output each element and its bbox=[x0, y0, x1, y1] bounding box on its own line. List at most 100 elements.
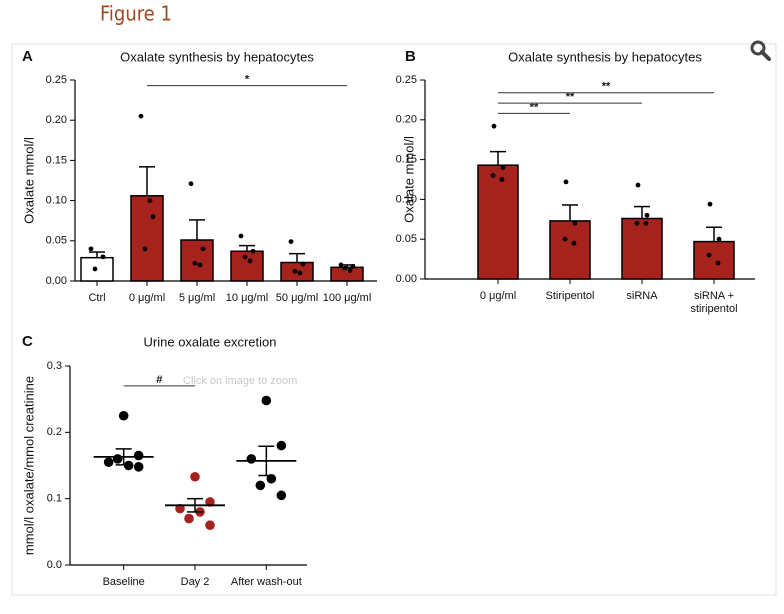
data-point bbox=[103, 457, 114, 467]
data-point bbox=[491, 123, 497, 129]
data-point bbox=[138, 113, 144, 119]
data-point bbox=[92, 266, 98, 272]
bar bbox=[621, 217, 663, 280]
data-point bbox=[276, 440, 287, 451]
data-point bbox=[261, 395, 272, 406]
data-point bbox=[571, 240, 577, 246]
data-point bbox=[643, 220, 649, 226]
data-point bbox=[572, 220, 578, 226]
data-point bbox=[142, 246, 148, 252]
data-point bbox=[716, 236, 722, 242]
y-tick-label: 0.05 bbox=[46, 235, 67, 247]
x-tick-label: Baseline bbox=[103, 576, 145, 588]
x-tick-label: 50 μg/ml bbox=[276, 292, 318, 304]
y-tick-label: 0.15 bbox=[396, 154, 417, 166]
data-point bbox=[490, 173, 496, 178]
y-tick-label: 0.0 bbox=[47, 559, 62, 571]
significance-label: ** bbox=[530, 101, 539, 113]
data-point bbox=[118, 410, 129, 421]
y-axis-label: Oxalate mmol/l bbox=[401, 136, 416, 223]
bar bbox=[130, 195, 164, 282]
data-point bbox=[715, 260, 721, 266]
y-tick-label: 0.10 bbox=[46, 195, 67, 207]
data-point bbox=[205, 520, 215, 530]
panel-letter: C bbox=[22, 333, 33, 350]
data-point bbox=[205, 497, 215, 507]
data-point bbox=[175, 503, 185, 514]
data-point bbox=[297, 270, 303, 276]
data-point bbox=[266, 473, 277, 484]
data-point bbox=[276, 490, 287, 501]
data-point bbox=[255, 480, 266, 491]
data-point bbox=[238, 233, 244, 239]
y-tick-label: 0.3 bbox=[47, 360, 62, 372]
zoom-icon[interactable] bbox=[750, 40, 771, 61]
y-tick-label: 0.25 bbox=[46, 74, 67, 86]
data-point bbox=[197, 262, 203, 268]
data-point bbox=[292, 268, 298, 274]
x-tick-label: 5 μg/ml bbox=[179, 292, 215, 304]
data-point bbox=[635, 182, 641, 188]
x-tick-label: Ctrl bbox=[88, 292, 105, 304]
y-tick-label: 0.15 bbox=[46, 154, 67, 166]
y-tick-label: 0.00 bbox=[396, 273, 417, 285]
figure-title: Figure 1 bbox=[100, 2, 172, 26]
data-point bbox=[247, 258, 253, 264]
x-tick-label: siRNA + stiripentol bbox=[690, 290, 737, 315]
data-point bbox=[200, 246, 206, 252]
y-tick-label: 0.2 bbox=[47, 426, 62, 438]
y-tick-label: 0.20 bbox=[46, 114, 67, 126]
x-tick-label: 10 μg/ml bbox=[226, 292, 268, 304]
data-point bbox=[184, 513, 194, 524]
bar bbox=[180, 239, 214, 282]
data-point bbox=[250, 248, 256, 254]
data-point bbox=[192, 260, 198, 266]
significance-label: ** bbox=[566, 91, 575, 103]
data-point bbox=[133, 450, 144, 461]
data-point bbox=[499, 177, 505, 182]
data-point bbox=[342, 265, 348, 271]
bar bbox=[477, 164, 519, 280]
data-point bbox=[242, 254, 248, 260]
data-point bbox=[246, 454, 257, 464]
chart-title: Urine oxalate excretion bbox=[144, 334, 277, 349]
data-point bbox=[350, 264, 356, 269]
data-point bbox=[563, 179, 569, 185]
data-point bbox=[88, 246, 94, 252]
data-point bbox=[562, 236, 568, 242]
panel-letter: A bbox=[22, 48, 33, 65]
significance-label: * bbox=[245, 74, 250, 86]
data-point bbox=[188, 181, 194, 187]
bar bbox=[693, 240, 735, 280]
y-tick-label: 0.25 bbox=[396, 74, 417, 86]
data-point bbox=[300, 261, 306, 267]
y-tick-label: 0.1 bbox=[47, 493, 62, 505]
y-axis-label: mmol/l oxalate/mmol creatinine bbox=[21, 376, 36, 555]
data-point bbox=[112, 454, 123, 464]
data-point bbox=[100, 254, 106, 260]
chart-title: Oxalate synthesis by hepatocytes bbox=[508, 49, 702, 64]
y-tick-label: 0.20 bbox=[396, 114, 417, 126]
data-point bbox=[133, 462, 144, 472]
chart-title: Oxalate synthesis by hepatocytes bbox=[120, 49, 314, 64]
x-tick-label: Day 2 bbox=[181, 576, 210, 588]
x-tick-label: Stiripentol bbox=[546, 290, 595, 302]
y-axis-label: Oxalate mmol/l bbox=[21, 137, 36, 224]
figure-frame bbox=[11, 43, 777, 596]
zoom-hint: Click on image to zoom bbox=[183, 375, 297, 387]
x-tick-label: 0 μg/ml bbox=[129, 292, 165, 304]
y-tick-label: 0.00 bbox=[46, 275, 67, 287]
significance-label: # bbox=[156, 374, 162, 386]
data-point bbox=[707, 201, 713, 207]
data-point bbox=[634, 220, 640, 226]
data-point bbox=[644, 212, 650, 218]
x-tick-label: After wash-out bbox=[231, 576, 302, 588]
data-point bbox=[288, 239, 294, 245]
significance-label: ** bbox=[602, 81, 611, 93]
data-point bbox=[190, 471, 200, 482]
x-tick-label: 100 μg/ml bbox=[323, 292, 372, 304]
data-point bbox=[706, 252, 712, 258]
y-tick-label: 0.10 bbox=[396, 193, 417, 205]
x-tick-label: 0 μg/ml bbox=[480, 290, 516, 302]
